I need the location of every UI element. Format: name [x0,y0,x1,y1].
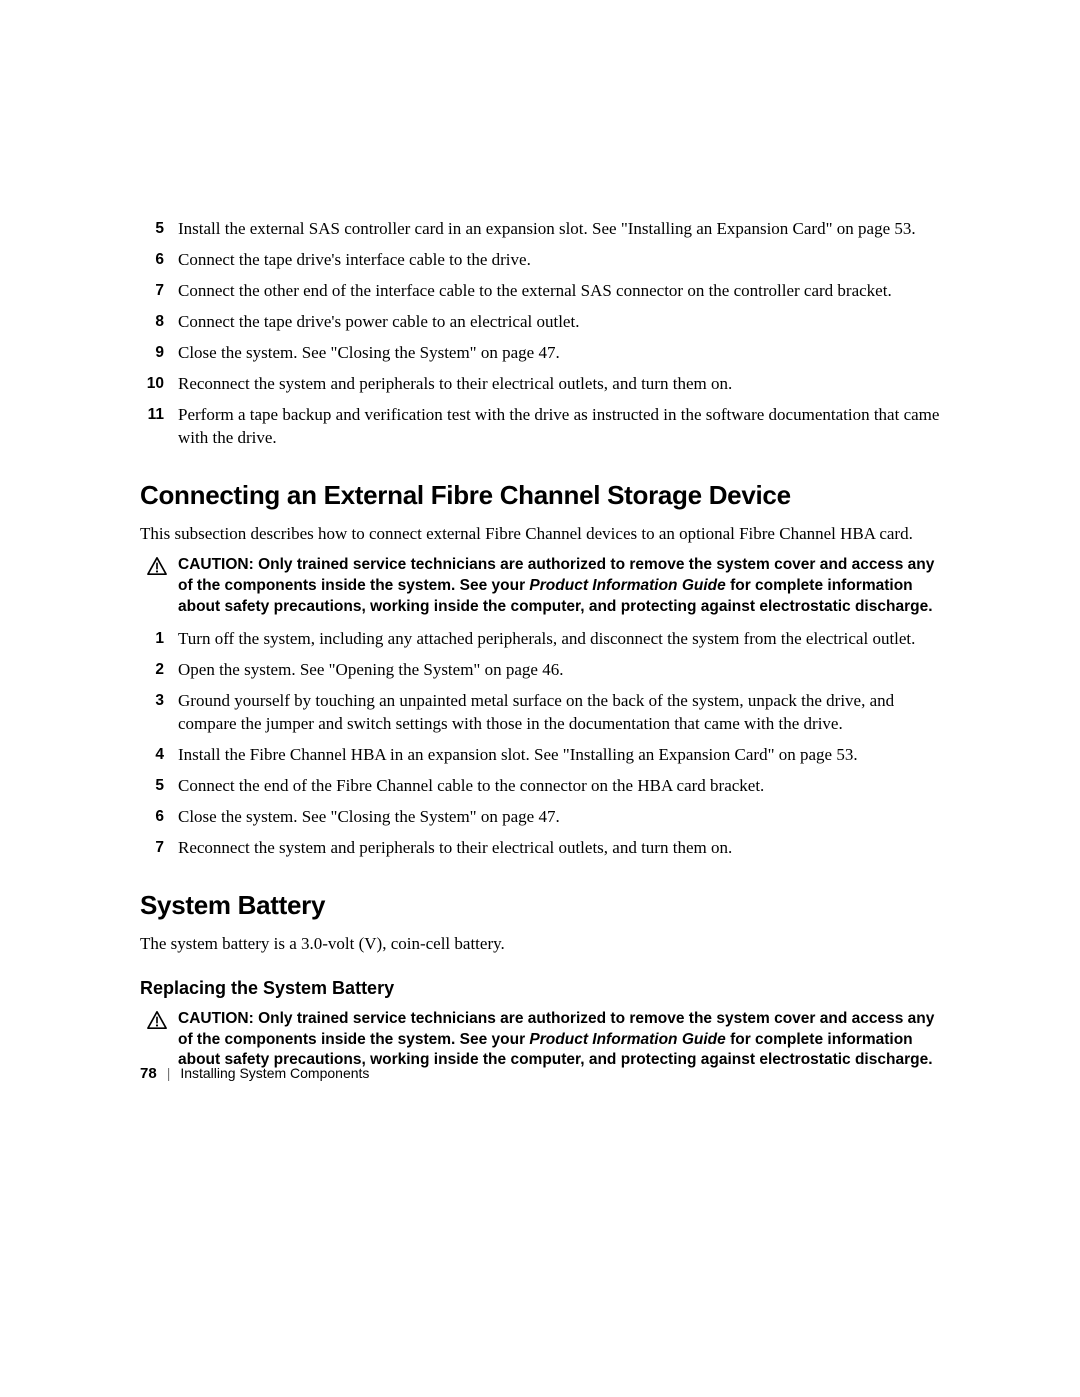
heading-system-battery: System Battery [140,890,940,921]
step-text: Perform a tape backup and verification t… [178,404,940,450]
step-number: 10 [140,373,178,396]
step-item: 7 Connect the other end of the interface… [140,280,940,303]
step-text: Connect the other end of the interface c… [178,280,940,303]
step-number: 6 [140,806,178,829]
page-content: 5 Install the external SAS controller ca… [140,218,940,1081]
step-item: 10 Reconnect the system and peripherals … [140,373,940,396]
step-text: Close the system. See "Closing the Syste… [178,342,940,365]
step-item: 8 Connect the tape drive's power cable t… [140,311,940,334]
caution-triangle-icon [140,555,178,618]
heading-fibre-channel: Connecting an External Fibre Channel Sto… [140,480,940,511]
step-text: Close the system. See "Closing the Syste… [178,806,940,829]
step-text: Ground yourself by touching an unpainted… [178,690,940,736]
step-text: Turn off the system, including any attac… [178,628,940,651]
step-item: 2 Open the system. See "Opening the Syst… [140,659,940,682]
step-item: 9 Close the system. See "Closing the Sys… [140,342,940,365]
subheading-replacing-battery: Replacing the System Battery [140,978,940,999]
mid-step-list: 1 Turn off the system, including any att… [140,628,940,860]
step-item: 6 Connect the tape drive's interface cab… [140,249,940,272]
caution-block: CAUTION: Only trained service technician… [140,1009,940,1072]
step-text: Connect the end of the Fibre Channel cab… [178,775,940,798]
step-number: 5 [140,218,178,241]
top-step-list: 5 Install the external SAS controller ca… [140,218,940,450]
caution-text: CAUTION: Only trained service technician… [178,555,940,618]
step-number: 7 [140,837,178,860]
caution-triangle-icon [140,1009,178,1072]
caution-label: CAUTION: [178,556,254,573]
step-number: 11 [140,404,178,450]
caution-text: CAUTION: Only trained service technician… [178,1009,940,1072]
step-text: Connect the tape drive's power cable to … [178,311,940,334]
step-number: 8 [140,311,178,334]
step-item: 5 Connect the end of the Fibre Channel c… [140,775,940,798]
intro-fibre-channel: This subsection describes how to connect… [140,523,940,546]
step-item: 11 Perform a tape backup and verificatio… [140,404,940,450]
step-text: Open the system. See "Opening the System… [178,659,940,682]
footer-separator: | [157,1065,181,1081]
caution-block: CAUTION: Only trained service technician… [140,555,940,618]
step-item: 3 Ground yourself by touching an unpaint… [140,690,940,736]
step-number: 2 [140,659,178,682]
step-item: 6 Close the system. See "Closing the Sys… [140,806,940,829]
step-number: 7 [140,280,178,303]
step-item: 1 Turn off the system, including any att… [140,628,940,651]
step-number: 1 [140,628,178,651]
step-item: 7 Reconnect the system and peripherals t… [140,837,940,860]
step-number: 6 [140,249,178,272]
step-number: 9 [140,342,178,365]
intro-system-battery: The system battery is a 3.0-volt (V), co… [140,933,940,956]
caution-em: Product Information Guide [529,577,725,594]
step-item: 4 Install the Fibre Channel HBA in an ex… [140,744,940,767]
step-text: Reconnect the system and peripherals to … [178,837,940,860]
step-number: 5 [140,775,178,798]
page-number: 78 [140,1065,157,1082]
step-text: Connect the tape drive's interface cable… [178,249,940,272]
step-text: Reconnect the system and peripherals to … [178,373,940,396]
step-number: 4 [140,744,178,767]
step-number: 3 [140,690,178,736]
caution-em: Product Information Guide [529,1031,725,1048]
step-text: Install the external SAS controller card… [178,218,940,241]
page-footer: 78 | Installing System Components [140,1065,369,1082]
caution-label: CAUTION: [178,1010,254,1027]
step-item: 5 Install the external SAS controller ca… [140,218,940,241]
chapter-title: Installing System Components [180,1065,369,1081]
step-text: Install the Fibre Channel HBA in an expa… [178,744,940,767]
